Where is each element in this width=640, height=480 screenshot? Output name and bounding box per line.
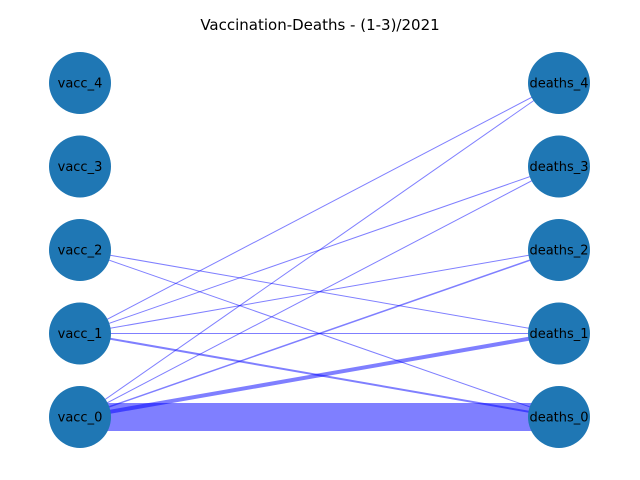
node-circle-deaths_4 [528,52,590,114]
edge-vacc_1-deaths_4 [79,82,560,334]
node-label-vacc_3: vacc_3 [58,160,103,175]
node-circle-deaths_3 [528,135,590,198]
node-label-vacc_1: vacc_1 [58,327,103,342]
node-label-vacc_0: vacc_0 [58,411,103,426]
node-deaths_4: deaths_4 [528,52,590,114]
node-circle-vacc_1 [49,302,111,365]
edge-vacc_2-deaths_1 [79,249,560,334]
node-label-vacc_4: vacc_4 [58,77,103,92]
node-label-deaths_4: deaths_4 [529,77,588,92]
edge-vacc_2-deaths_0 [79,249,560,418]
node-vacc_0: vacc_0 [49,386,111,448]
node-vacc_1: vacc_1 [49,302,111,365]
node-vacc_2: vacc_2 [49,219,111,281]
node-circle-deaths_1 [528,302,590,365]
node-deaths_2: deaths_2 [528,219,590,281]
edge-vacc_1-deaths_3 [79,166,560,334]
node-circle-vacc_0 [49,386,111,448]
node-circle-vacc_4 [49,52,111,114]
node-deaths_3: deaths_3 [528,135,590,198]
node-deaths_0: deaths_0 [528,386,590,448]
node-label-deaths_3: deaths_3 [529,160,588,175]
node-label-deaths_2: deaths_2 [529,244,588,259]
nodes-layer: vacc_4 vacc_3 vacc_2 vacc_1 vacc_0 deaths_4de… [49,52,590,448]
chart-title: Vaccination-Deaths - (1-3)/2021 [200,16,439,34]
edge-vacc_1-deaths_0 [79,332,560,418]
node-vacc_3: vacc_3 [49,135,111,198]
node-deaths_1: deaths_1 [528,302,590,365]
node-circle-vacc_2 [49,219,111,281]
node-circle-deaths_2 [528,219,590,281]
node-label-vacc_2: vacc_2 [58,244,103,259]
node-vacc_4: vacc_4 [49,52,111,114]
node-label-deaths_1: deaths_1 [529,327,588,342]
node-circle-deaths_0 [528,386,590,448]
node-circle-vacc_3 [49,135,111,198]
edges-layer [79,82,560,431]
node-label-deaths_0: deaths_0 [529,411,588,426]
